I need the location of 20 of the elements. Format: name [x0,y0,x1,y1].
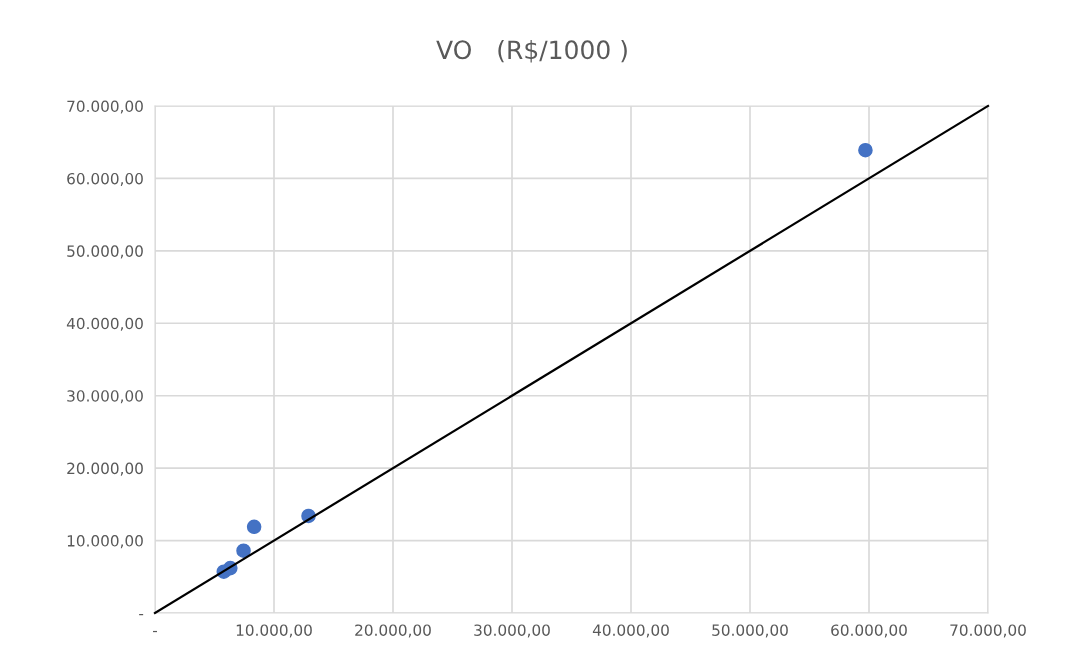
point [246,519,262,535]
y-tick-label: - [139,614,144,616]
x-tick-label: 10.000,00 [236,624,312,638]
y-tick-label: 20.000,00 [67,462,143,476]
x-tick-label: 40.000,00 [592,624,669,638]
y-tick-label: 50.000,00 [67,245,143,259]
x-tick-label: 70.000,00 [950,624,1026,638]
y-tick-label: 10.000,00 [67,535,143,549]
x-tick-label: 30.000,00 [474,624,550,638]
point [858,142,873,158]
x-tick-label: 20.000,00 [355,624,431,638]
x-tick-label: 50.000,00 [712,624,788,638]
y-tick-label: 70.000,00 [67,100,143,114]
point [236,543,251,558]
x-tick-label: 60.000,00 [831,624,907,638]
chart-title: VO (R$/1000 ) [436,39,627,63]
y-tick-label: 60.000,00 [67,172,143,187]
x-tick-label: - [152,630,158,633]
y-tick-label: 30.000,00 [67,390,143,404]
y-tick-label: 40.000,00 [66,317,143,331]
